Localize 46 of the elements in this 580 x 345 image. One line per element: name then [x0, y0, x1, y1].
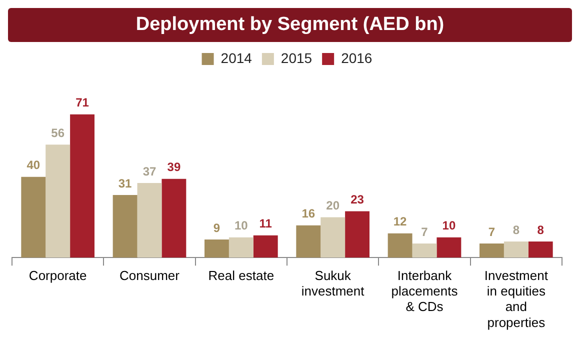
- x-tick-label: Real estate: [208, 268, 274, 283]
- x-tick-label: Consumer: [120, 268, 180, 283]
- data-label: 40: [26, 158, 40, 172]
- legend-label: 2014: [220, 50, 252, 66]
- bar: [21, 176, 46, 258]
- legend-label: 2016: [341, 50, 372, 66]
- x-tick-label: Sukuk investment: [301, 268, 365, 299]
- data-label: 20: [326, 198, 340, 213]
- data-label: 16: [302, 206, 316, 221]
- data-label: 12: [393, 214, 408, 229]
- data-label: 11: [259, 216, 272, 231]
- data-label: 10: [442, 218, 456, 233]
- bar: [436, 237, 462, 258]
- data-label: 10: [234, 218, 248, 233]
- bar: [528, 241, 553, 258]
- bar: [204, 239, 229, 258]
- x-tick-label: Corporate: [28, 268, 87, 283]
- bar: [320, 217, 346, 258]
- bar: [345, 211, 370, 258]
- data-label: 39: [167, 160, 181, 174]
- legend-label: 2015: [280, 50, 312, 66]
- bar: [253, 235, 278, 258]
- x-tick-label: Interbank placements & CDs: [391, 268, 458, 314]
- x-tick-label: Investment in equities and properties: [484, 268, 548, 330]
- data-label: 7: [488, 224, 496, 239]
- data-label: 31: [118, 176, 132, 190]
- data-label: 37: [142, 164, 156, 178]
- bar: [296, 225, 321, 258]
- data-label: 56: [51, 126, 65, 140]
- data-label: 23: [350, 192, 364, 207]
- bar: [70, 114, 94, 258]
- data-label: 7: [421, 224, 428, 239]
- data-label: 8: [537, 222, 544, 237]
- bar: [504, 241, 528, 258]
- bar: [480, 243, 504, 258]
- bar: [137, 182, 162, 258]
- bar: [412, 243, 437, 258]
- data-label: 71: [76, 96, 90, 110]
- bar: [228, 237, 254, 258]
- bar: [162, 178, 186, 258]
- bar: [112, 195, 138, 258]
- data-label: 9: [213, 220, 220, 235]
- data-label: 8: [512, 222, 520, 237]
- bar: [388, 233, 412, 258]
- bar: [46, 144, 70, 258]
- chart-title: Deployment by Segment (AED bn): [8, 8, 572, 42]
